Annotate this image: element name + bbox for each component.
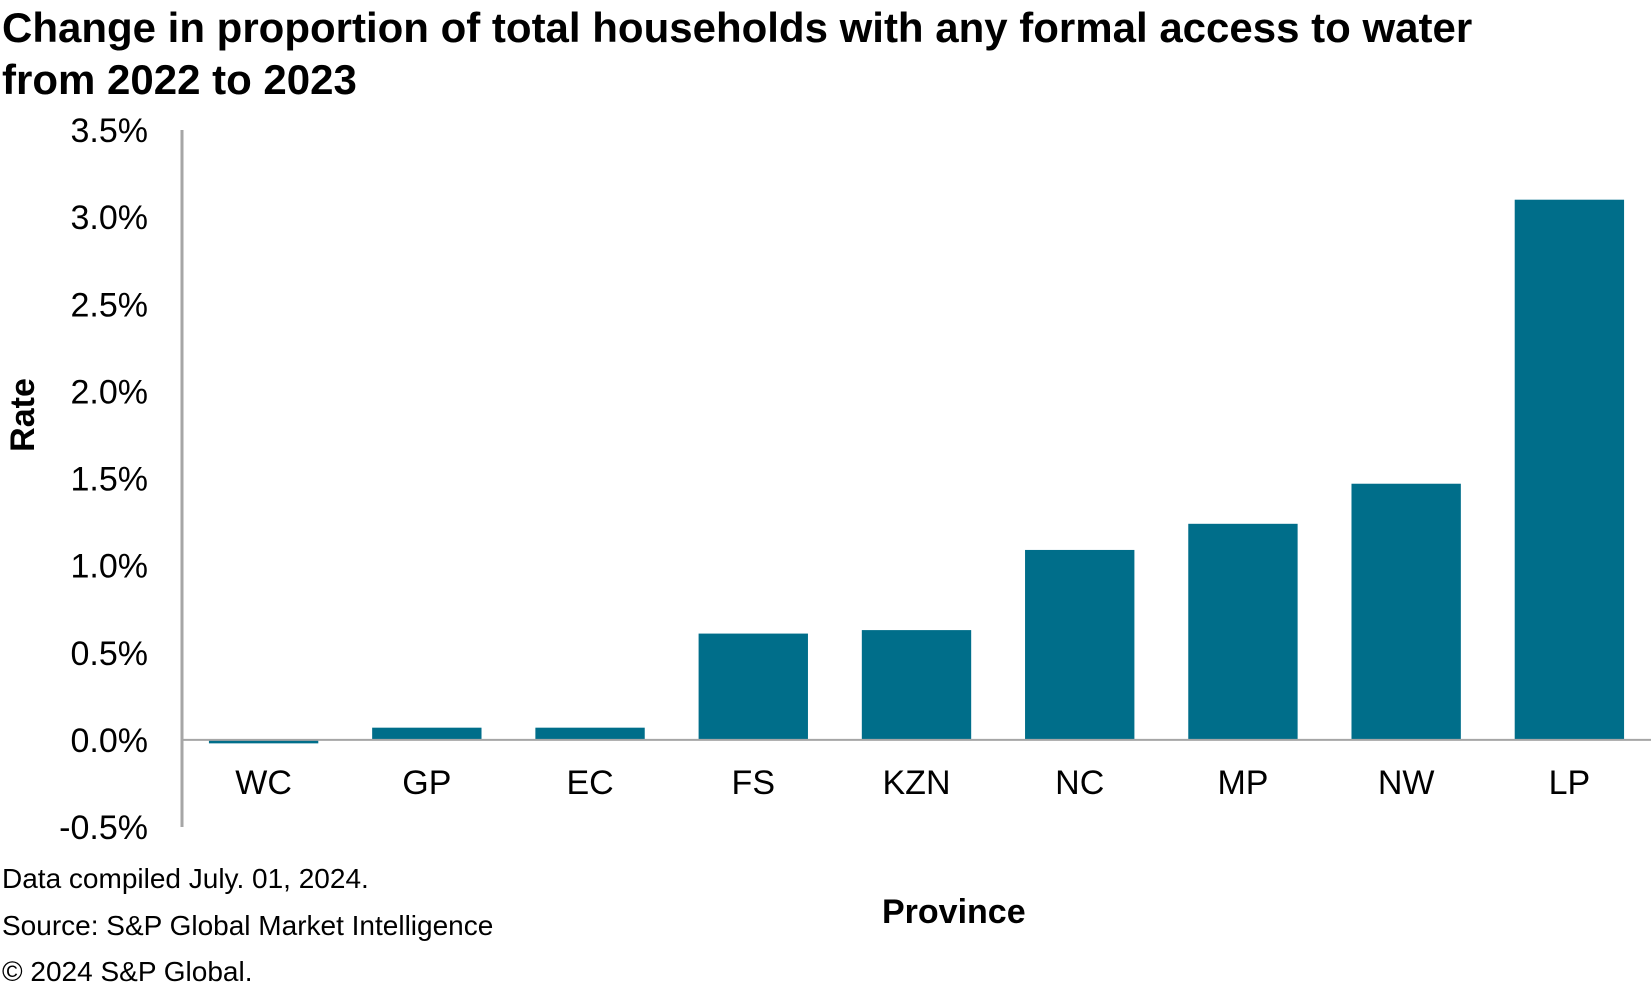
bar-nw: [1351, 483, 1461, 740]
bar-fs: [698, 633, 808, 740]
footer-copyright: © 2024 S&P Global.: [2, 956, 253, 987]
chart-title: Change in proportion of total households…: [2, 2, 1642, 106]
x-tick-label: LP: [1549, 764, 1591, 802]
footer-source: Source: S&P Global Market Intelligence: [2, 910, 494, 941]
bars: [208, 199, 1625, 744]
y-tick-label: 3.5%: [71, 112, 149, 150]
bar-mp: [1188, 523, 1298, 740]
x-tick-label: FS: [732, 764, 775, 802]
x-tick-label: NW: [1378, 764, 1435, 802]
y-tick-label: 0.0%: [71, 722, 149, 760]
bar-lp: [1514, 199, 1625, 740]
x-tick-label: KZN: [883, 764, 951, 802]
x-tick-labels: WC GP EC FS KZN NC MP NW LP: [235, 764, 1590, 802]
y-tick-label: 2.5%: [71, 286, 149, 324]
y-tick-label: -0.5%: [59, 809, 148, 847]
y-tick-label: 3.0%: [71, 199, 149, 237]
bar-kzn: [861, 630, 972, 740]
x-axis-title: Province: [882, 893, 1026, 931]
y-tick-label: 0.5%: [71, 635, 149, 673]
x-tick-label: WC: [235, 764, 292, 802]
bar-nc: [1025, 549, 1135, 740]
chart-title-line-2: from 2022 to 2023: [2, 56, 357, 103]
y-tick-label: 1.5%: [71, 461, 149, 499]
bar-gp: [372, 727, 482, 740]
x-tick-label: GP: [402, 764, 451, 802]
chart-title-line-1: Change in proportion of total households…: [2, 4, 1473, 51]
y-tick-labels: 3.5% 3.0% 2.5% 2.0% 1.5% 1.0% 0.5% 0.0% -0.5%: [59, 112, 148, 847]
bar-ec: [535, 727, 645, 740]
x-tick-label: MP: [1217, 764, 1268, 802]
x-tick-label: NC: [1055, 764, 1104, 802]
y-tick-label: 2.0%: [71, 373, 149, 411]
x-tick-label: EC: [566, 764, 613, 802]
footer-compiled: Data compiled July. 01, 2024.: [2, 863, 369, 894]
y-tick-label: 1.0%: [71, 548, 149, 586]
y-axis-title: Rate: [4, 378, 42, 452]
bar-wc: [208, 739, 319, 744]
